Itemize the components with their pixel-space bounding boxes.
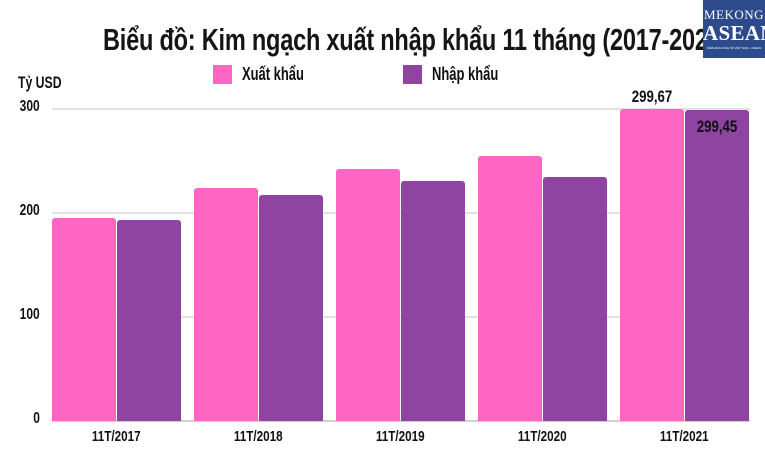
logo-line1: MEKONG: [703, 7, 765, 22]
mekong-asean-logo: MEKONG ASEAN DIỄN ĐÀN KINH TẾ VIỆT NAM -…: [703, 0, 765, 58]
x-tick-label: 11T/2021: [660, 428, 709, 445]
y-tick-label: 0: [33, 410, 40, 427]
legend-label-import: Nhập khẩu: [432, 64, 499, 84]
x-tick-label: 11T/2017: [92, 428, 141, 445]
chart-title: Biểu đồ: Kim ngạch xuất nhập khẩu 11 thá…: [103, 22, 729, 57]
bar-import-11T-2019: [401, 180, 465, 421]
logo-line2: ASEAN: [703, 21, 765, 45]
y-tick-label: 100: [19, 306, 40, 323]
gridline-0: [52, 420, 750, 422]
logo-tagline: DIỄN ĐÀN KINH TẾ VIỆT NAM - ASEAN: [706, 46, 762, 50]
value-label-import: 299,45: [696, 116, 738, 136]
bar-import-11T-2021: [685, 109, 749, 421]
bar-export-11T-2018: [194, 188, 258, 421]
bar-export-11T-2019: [336, 169, 400, 421]
bar-export-11T-2021: [620, 109, 684, 421]
y-tick-label: 200: [19, 202, 40, 219]
x-tick-label: 11T/2019: [376, 428, 425, 445]
legend-swatch-import: [403, 65, 422, 84]
legend-swatch-export: [213, 65, 232, 84]
gridline-300: [52, 108, 750, 110]
y-axis-label: Tỷ USD: [18, 73, 62, 92]
bar-export-11T-2020: [478, 155, 542, 421]
bar-export-11T-2017: [52, 217, 116, 421]
legend-label-export: Xuất khẩu: [242, 64, 304, 84]
y-tick-label: 300: [19, 98, 40, 115]
bar-import-11T-2018: [259, 195, 323, 421]
x-tick-label: 11T/2020: [518, 428, 567, 445]
bar-import-11T-2017: [117, 220, 181, 421]
value-label-export: 299,67: [631, 87, 673, 107]
x-tick-label: 11T/2018: [234, 428, 283, 445]
bar-import-11T-2020: [543, 176, 607, 421]
